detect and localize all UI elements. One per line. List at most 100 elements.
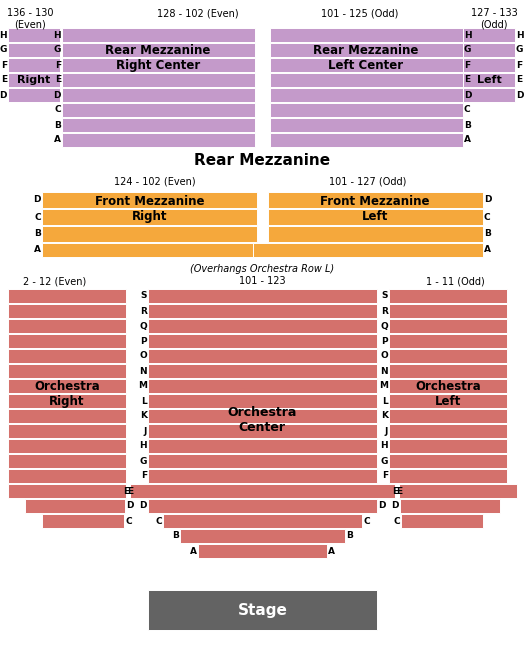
Text: D: D (484, 195, 491, 205)
Text: C: C (363, 517, 370, 525)
Bar (148, 289, 377, 303)
Text: Right: Right (17, 75, 50, 85)
Bar (463, 88, 515, 102)
Bar (8, 469, 126, 483)
Text: 1 - 11 (Odd): 1 - 11 (Odd) (426, 276, 485, 286)
Text: E: E (127, 486, 133, 496)
Bar (270, 133, 463, 147)
Text: D: D (34, 195, 41, 205)
Bar (148, 334, 377, 348)
Text: D: D (392, 502, 399, 510)
Text: B: B (484, 230, 491, 238)
Bar (270, 58, 463, 72)
Bar (389, 379, 507, 393)
Bar (62, 58, 255, 72)
Bar (148, 590, 377, 630)
Text: H: H (139, 442, 147, 451)
Bar (401, 514, 483, 528)
Bar (270, 43, 463, 57)
Text: R: R (140, 306, 147, 315)
Text: E: E (392, 486, 398, 496)
Bar (148, 499, 377, 513)
Bar (148, 394, 377, 408)
Bar (148, 379, 377, 393)
Bar (163, 514, 362, 528)
Text: D: D (54, 90, 61, 100)
Text: C: C (464, 106, 470, 114)
Bar (148, 424, 377, 438)
Bar (389, 409, 507, 423)
Text: L: L (382, 397, 388, 405)
Bar (148, 319, 377, 333)
Bar (8, 484, 126, 498)
Bar (399, 484, 517, 498)
Bar (268, 192, 483, 208)
Bar (148, 409, 377, 423)
Text: J: J (144, 426, 147, 436)
Text: Q: Q (380, 321, 388, 331)
Text: 127 - 133
(Odd): 127 - 133 (Odd) (470, 8, 517, 30)
Text: E: E (464, 75, 470, 84)
Bar (389, 424, 507, 438)
Bar (42, 514, 124, 528)
Bar (8, 334, 126, 348)
Text: J: J (385, 426, 388, 436)
Bar (270, 103, 463, 117)
Text: F: F (55, 61, 61, 69)
Text: E: E (123, 486, 129, 496)
Text: B: B (464, 121, 471, 129)
Bar (389, 319, 507, 333)
Text: D: D (140, 502, 147, 510)
Text: G: G (464, 46, 471, 55)
Bar (42, 209, 257, 225)
Text: O: O (139, 352, 147, 360)
Text: G: G (54, 46, 61, 55)
Bar (389, 364, 507, 378)
Text: G: G (140, 457, 147, 465)
Text: C: C (125, 517, 132, 525)
Bar (389, 439, 507, 453)
Bar (8, 28, 60, 42)
Bar (62, 118, 255, 132)
Text: H: H (381, 442, 388, 451)
Bar (400, 499, 500, 513)
Text: G: G (381, 457, 388, 465)
Bar (42, 192, 257, 208)
Text: C: C (484, 213, 491, 222)
Text: K: K (140, 411, 147, 420)
Text: F: F (516, 61, 522, 69)
Bar (148, 469, 377, 483)
Text: H: H (0, 30, 7, 40)
Bar (8, 43, 60, 57)
Bar (389, 349, 507, 363)
Bar (62, 133, 255, 147)
Bar (148, 454, 377, 468)
Bar (389, 394, 507, 408)
Text: N: N (381, 366, 388, 376)
Bar (8, 58, 60, 72)
Text: E: E (1, 75, 7, 84)
Text: 101 - 123: 101 - 123 (239, 276, 285, 286)
Text: A: A (34, 246, 41, 255)
Text: Stage: Stage (237, 603, 288, 618)
Text: Rear Mezzanine: Rear Mezzanine (194, 153, 330, 168)
Text: Orchestra
Left: Orchestra Left (415, 380, 481, 408)
Text: 128 - 102 (Even): 128 - 102 (Even) (157, 8, 239, 18)
Bar (8, 409, 126, 423)
Text: A: A (54, 135, 61, 145)
Text: G: G (516, 46, 523, 55)
Bar (389, 469, 507, 483)
Text: B: B (172, 531, 179, 541)
Text: 2 - 12 (Even): 2 - 12 (Even) (24, 276, 87, 286)
Bar (180, 529, 345, 543)
Bar (8, 454, 126, 468)
Text: R: R (381, 306, 388, 315)
Bar (130, 484, 395, 498)
Text: K: K (381, 411, 388, 420)
Bar (8, 349, 126, 363)
Text: E: E (55, 75, 61, 84)
Bar (268, 226, 483, 242)
Text: O: O (380, 352, 388, 360)
Bar (62, 73, 255, 87)
Text: A: A (484, 246, 491, 255)
